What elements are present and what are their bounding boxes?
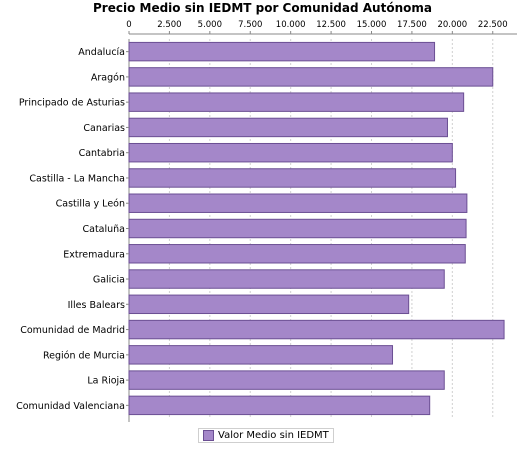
category-label: Comunidad Valenciana [16, 401, 125, 412]
bar [128, 345, 394, 365]
category-label: Galicia [93, 275, 125, 286]
x-tick-label: 2.500 [157, 20, 181, 30]
category-label: Cantabria [79, 148, 125, 159]
bar [128, 41, 436, 62]
bar [128, 294, 410, 315]
x-tick-label: 10.000 [276, 20, 306, 30]
x-tick-label: 12.500 [316, 20, 346, 30]
bar [128, 193, 468, 213]
bar [128, 142, 453, 163]
category-label: Castilla y León [56, 199, 125, 210]
bar [128, 117, 448, 138]
legend-label: Valor Medio sin IEDMT [218, 430, 329, 441]
category-label: Aragón [91, 72, 125, 83]
category-label: Principado de Asturias [19, 98, 125, 109]
category-label: La Rioja [87, 376, 125, 387]
category-label: Illes Balears [68, 300, 125, 311]
category-label: Comunidad de Madrid [20, 325, 125, 336]
bar [128, 244, 466, 264]
legend: Valor Medio sin IEDMT [198, 428, 334, 443]
x-tick-label: 17.500 [397, 20, 427, 30]
x-tick-label: 15.000 [357, 20, 387, 30]
bar [128, 269, 445, 289]
bar [128, 168, 457, 188]
category-label: Cataluña [82, 224, 125, 235]
category-label: Canarias [83, 123, 125, 134]
bar [128, 67, 494, 87]
category-label: Extremadura [63, 249, 125, 260]
bar [128, 370, 445, 390]
x-tick-label: 7.500 [238, 20, 262, 30]
x-tick-label: 5.000 [198, 20, 222, 30]
bar [128, 395, 431, 416]
chart-title: Precio Medio sin IEDMT por Comunidad Aut… [93, 1, 432, 15]
bar [128, 218, 467, 239]
category-label: Región de Murcia [43, 350, 125, 361]
category-label: Andalucía [78, 47, 125, 58]
x-tick-label: 22.500 [478, 20, 508, 30]
legend-swatch [203, 430, 214, 441]
x-tick-label: 0 [126, 20, 131, 30]
bar [128, 319, 505, 340]
bar [128, 92, 465, 112]
x-tick-label: 20.000 [437, 20, 467, 30]
category-label: Castilla - La Mancha [29, 173, 125, 184]
